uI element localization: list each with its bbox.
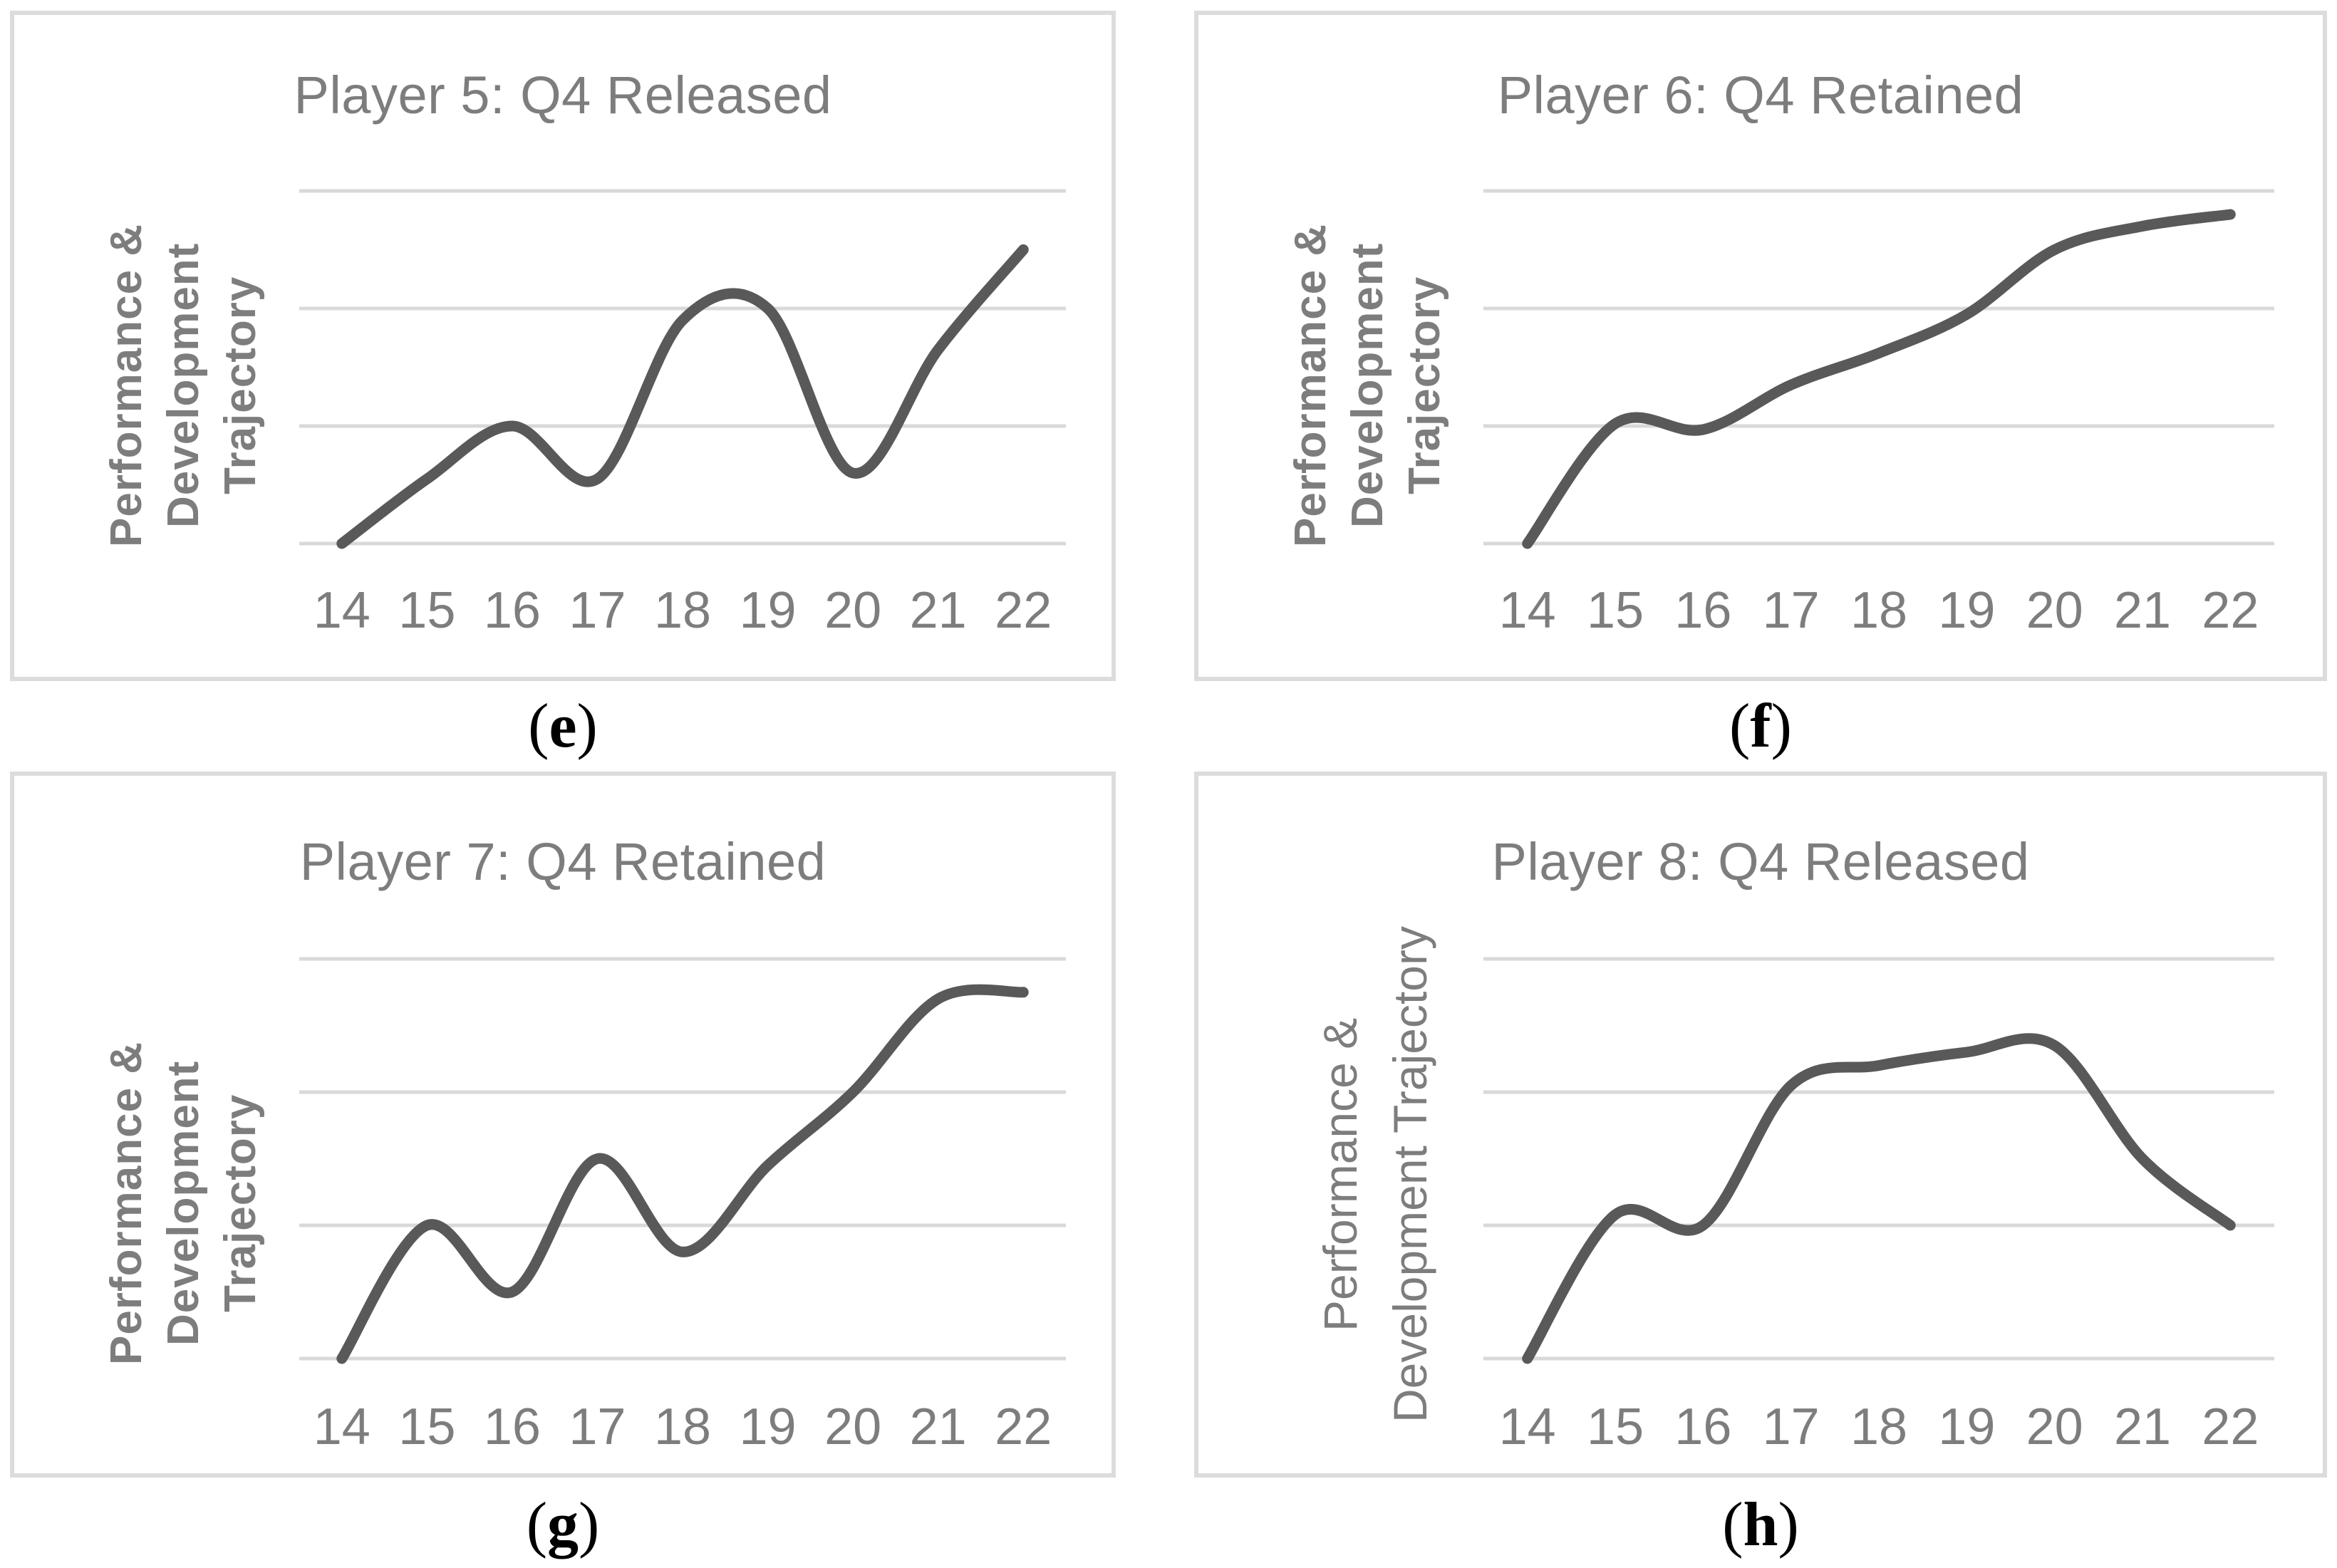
- x-tick-label: 15: [398, 582, 455, 639]
- x-tick-label: 22: [2202, 582, 2259, 639]
- x-tick-label: 20: [824, 1398, 881, 1455]
- x-tick-label: 18: [1850, 582, 1907, 639]
- x-tick-label: 17: [569, 582, 626, 639]
- line-chart-player5: 14 15 16 17 18 19 20 21 22: [299, 189, 1066, 639]
- chart-title-player8: Player 8: Q4 Released: [1491, 832, 2030, 891]
- caption-paren-open: (: [1729, 692, 1751, 761]
- trajectory-line: [336, 984, 1029, 1364]
- x-tick-label: 21: [910, 1398, 967, 1455]
- x-tick-label: 22: [995, 1398, 1052, 1455]
- x-tick-label: 16: [1674, 582, 1731, 639]
- caption-letter: f: [1750, 692, 1771, 761]
- chart-panel-player7: Player 7: Q4 Retained Performance & Deve…: [10, 772, 1116, 1478]
- chart-panel-player5: Player 5: Q4 Released Performance & Deve…: [10, 11, 1116, 681]
- x-tick-label: 19: [740, 1398, 797, 1455]
- panel-caption-g: (g): [10, 1486, 1116, 1564]
- x-tick-label: 15: [1587, 582, 1644, 639]
- x-tick-label: 20: [824, 582, 881, 639]
- x-tick-label: 18: [654, 1398, 711, 1455]
- caption-paren-close: ): [1778, 1490, 1799, 1559]
- x-tick-label: 19: [1938, 1398, 1995, 1455]
- panel-caption-f: (f): [1194, 687, 2327, 766]
- x-tick-label: 20: [2026, 582, 2083, 639]
- x-tick-label: 20: [2026, 1398, 2083, 1455]
- trajectory-line: [1522, 1033, 2236, 1364]
- x-tick-label: 14: [1499, 582, 1556, 639]
- caption-letter: g: [547, 1490, 579, 1559]
- line-chart-player8: 14 15 16 17 18 19 20 21 22: [1483, 957, 2274, 1455]
- x-tick-label: 16: [484, 1398, 541, 1455]
- x-tick-label: 21: [2114, 582, 2171, 639]
- caption-paren-open: (: [528, 692, 549, 761]
- x-tick-label: 14: [314, 1398, 370, 1455]
- x-tick-label: 14: [314, 582, 370, 639]
- caption-letter: h: [1743, 1490, 1778, 1559]
- line-chart-player6: 14 15 16 17 18 19 20 21 22: [1483, 189, 2274, 639]
- x-tick-label: 22: [995, 582, 1052, 639]
- chart-title-player6: Player 6: Q4 Retained: [1497, 66, 2024, 125]
- x-tick-label: 18: [1850, 1398, 1907, 1455]
- x-tick-label: 16: [1674, 1398, 1731, 1455]
- x-tick-label: 16: [484, 582, 541, 639]
- chart-panel-player8: Player 8: Q4 Released Performance & Deve…: [1194, 772, 2327, 1478]
- x-tick-label: 17: [1763, 1398, 1820, 1455]
- trajectory-line: [336, 244, 1029, 549]
- x-tick-label: 18: [654, 582, 711, 639]
- chart-panel-player6: Player 6: Q4 Retained Performance & Deve…: [1194, 11, 2327, 681]
- caption-paren-open: (: [1722, 1490, 1743, 1559]
- caption-paren-close: ): [579, 1490, 600, 1559]
- panel-caption-e: (e): [10, 687, 1116, 766]
- x-tick-label: 14: [1499, 1398, 1556, 1455]
- x-tick-label: 21: [910, 582, 967, 639]
- x-tick-label: 17: [569, 1398, 626, 1455]
- caption-paren-close: ): [1771, 692, 1792, 761]
- caption-letter: e: [549, 692, 577, 761]
- trajectory-line: [1522, 209, 2236, 549]
- x-tick-label: 19: [740, 582, 797, 639]
- chart-title-player7: Player 7: Q4 Retained: [299, 832, 826, 891]
- x-tick-label: 15: [1587, 1398, 1644, 1455]
- x-tick-label: 17: [1763, 582, 1820, 639]
- line-chart-player7: 14 15 16 17 18 19 20 21 22: [299, 957, 1066, 1455]
- panel-caption-h: (h): [1194, 1486, 2327, 1564]
- x-tick-label: 19: [1938, 582, 1995, 639]
- caption-paren-open: (: [526, 1490, 547, 1559]
- chart-title-player5: Player 5: Q4 Released: [294, 66, 832, 125]
- x-tick-label: 22: [2202, 1398, 2259, 1455]
- x-tick-label: 21: [2114, 1398, 2171, 1455]
- caption-paren-close: ): [576, 692, 598, 761]
- x-tick-label: 15: [398, 1398, 455, 1455]
